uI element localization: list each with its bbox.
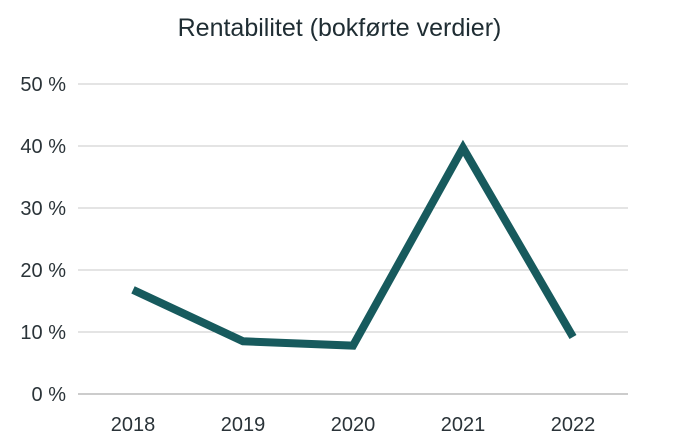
x-tick-label: 2019: [221, 414, 266, 436]
x-tick-label: 2018: [111, 414, 156, 436]
x-tick-label: 2021: [441, 414, 486, 436]
y-tick-label: 10 %: [20, 322, 66, 344]
y-tick-label: 0 %: [32, 384, 67, 406]
y-tick-label: 30 %: [20, 198, 66, 220]
chart-title: Rentabilitet (bokførte verdier): [177, 14, 502, 42]
y-tick-label: 20 %: [20, 260, 66, 282]
x-tick-label: 2022: [551, 414, 596, 436]
x-tick-label: 2020: [331, 414, 376, 436]
y-tick-label: 50 %: [20, 74, 66, 96]
y-tick-label: 40 %: [20, 136, 66, 158]
series-line: [131, 139, 577, 350]
